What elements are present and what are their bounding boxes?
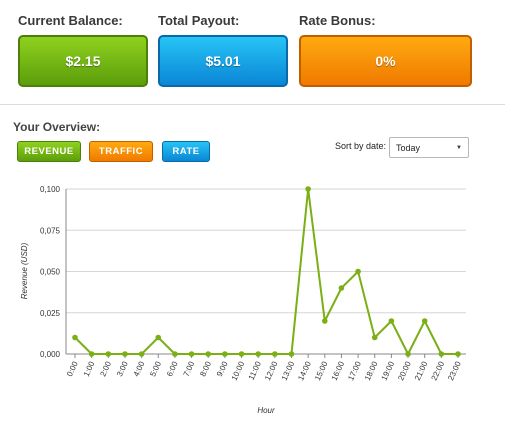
y-axis: 0,000 0,025 0,050 0,075 0,100 <box>40 185 67 359</box>
x-tick-label: 13:00 <box>280 360 297 382</box>
data-point[interactable] <box>272 351 278 357</box>
x-axis-label: Hour <box>257 406 275 415</box>
data-point[interactable] <box>305 186 311 192</box>
x-tick-label: 9:00 <box>215 360 230 378</box>
total-payout-label: Total Payout: <box>158 13 240 28</box>
x-tick-label: 2:00 <box>98 360 113 378</box>
data-point[interactable] <box>388 318 395 324</box>
x-tick-label: 10:00 <box>230 360 247 382</box>
rate-bonus-value: 0% <box>375 53 396 69</box>
total-payout-box: $5.01 <box>158 35 288 87</box>
rate-bonus-box: 0% <box>299 35 472 87</box>
tab-traffic[interactable]: TRAFFIC <box>89 141 153 162</box>
data-point[interactable] <box>255 351 261 357</box>
current-balance-box: $2.15 <box>18 35 148 87</box>
y-tick-label: 0,050 <box>40 268 61 277</box>
data-point[interactable] <box>155 334 162 341</box>
data-point[interactable] <box>172 351 178 357</box>
overview-title: Your Overview: <box>13 120 101 134</box>
current-balance-value: $2.15 <box>65 53 101 69</box>
data-point[interactable] <box>105 351 112 357</box>
x-tick-label: 21:00 <box>413 360 430 382</box>
x-tick-label: 14:00 <box>296 360 313 382</box>
y-tick-label: 0,100 <box>40 185 61 194</box>
data-point[interactable] <box>188 351 195 357</box>
x-tick-label: 19:00 <box>380 360 397 382</box>
x-axis: 0:00 1:00 2:00 3:00 4:00 5:00 6:00 7:00 8:00 9:00… <box>65 354 463 382</box>
total-payout-value: $5.01 <box>205 53 241 69</box>
data-point[interactable] <box>421 318 428 324</box>
x-tick-label: 17:00 <box>346 360 363 382</box>
y-tick-label: 0,000 <box>40 350 61 359</box>
x-tick-label: 7:00 <box>182 360 197 378</box>
chevron-down-icon: ▼ <box>456 145 462 151</box>
revenue-series <box>72 186 461 357</box>
data-point[interactable] <box>438 351 445 357</box>
data-point[interactable] <box>138 351 145 357</box>
y-tick-label: 0,025 <box>40 309 61 318</box>
y-axis-label: Revenue (USD) <box>20 242 29 299</box>
x-tick-label: 3:00 <box>115 360 130 378</box>
x-tick-label: 11:00 <box>247 360 264 382</box>
data-point[interactable] <box>122 351 128 357</box>
x-tick-label: 20:00 <box>396 360 413 382</box>
data-point[interactable] <box>321 318 328 324</box>
x-tick-label: 18:00 <box>363 360 380 382</box>
x-tick-label: 5:00 <box>148 360 163 378</box>
x-tick-label: 8:00 <box>198 360 213 378</box>
x-tick-label: 4:00 <box>132 360 147 378</box>
rate-bonus-label: Rate Bonus: <box>299 13 376 28</box>
data-point[interactable] <box>222 351 228 357</box>
x-tick-label: 6:00 <box>165 360 180 378</box>
tab-revenue[interactable]: REVENUE <box>17 141 81 162</box>
x-tick-label: 15:00 <box>313 360 330 382</box>
data-point[interactable] <box>238 351 245 357</box>
data-point[interactable] <box>205 351 212 357</box>
chart-grid <box>66 188 466 355</box>
x-tick-label: 12:00 <box>263 360 280 382</box>
x-tick-label: 22:00 <box>430 360 447 382</box>
current-balance-label: Current Balance: <box>18 13 123 28</box>
data-point[interactable] <box>355 268 361 275</box>
data-point[interactable] <box>405 351 411 357</box>
data-point[interactable] <box>288 351 295 357</box>
sort-by-date-value: Today <box>396 142 421 153</box>
x-tick-label: 23:00 <box>446 360 463 382</box>
section-divider <box>0 104 505 105</box>
data-point[interactable] <box>371 334 378 341</box>
x-tick-label: 1:00 <box>82 360 97 378</box>
sort-by-date-select[interactable]: Today ▼ <box>389 137 469 158</box>
data-point[interactable] <box>72 334 78 341</box>
data-point[interactable] <box>338 285 345 291</box>
sort-by-date-label: Sort by date: <box>335 141 387 151</box>
x-tick-label: 0:00 <box>65 360 80 378</box>
y-tick-label: 0,075 <box>40 226 61 235</box>
data-point[interactable] <box>455 351 461 357</box>
data-point[interactable] <box>88 351 95 357</box>
x-tick-label: 16:00 <box>330 360 347 382</box>
tab-rate[interactable]: RATE <box>162 141 210 162</box>
